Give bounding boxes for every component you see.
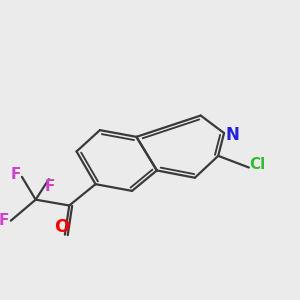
Text: O: O [54,218,70,236]
Text: F: F [45,179,56,194]
Text: N: N [225,125,239,143]
Text: Cl: Cl [250,157,266,172]
Text: F: F [11,167,21,182]
Text: F: F [0,213,9,228]
